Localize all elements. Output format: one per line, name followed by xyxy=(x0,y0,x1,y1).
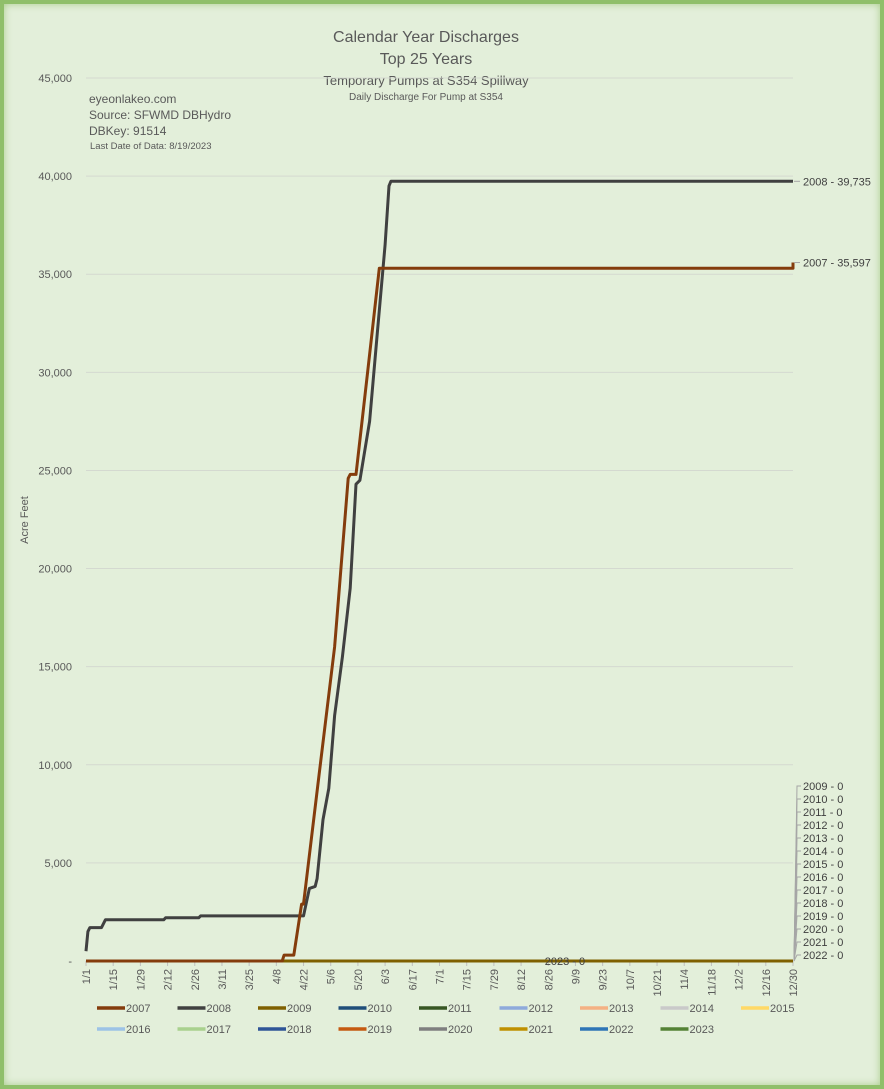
x-tick-label: 10/21 xyxy=(652,969,664,997)
chart: Calendar Year Discharges Top 25 Years Te… xyxy=(19,29,871,1036)
legend-label-2019[interactable]: 2019 xyxy=(368,1024,392,1036)
legend-label-2014[interactable]: 2014 xyxy=(690,1003,714,1015)
x-tick-label: 10/7 xyxy=(625,969,637,990)
end-label-2018: 2018 - 0 xyxy=(803,898,843,910)
x-tick-label: 12/2 xyxy=(734,969,746,990)
legend-label-2022[interactable]: 2022 xyxy=(609,1024,633,1036)
legend-label-2013[interactable]: 2013 xyxy=(609,1003,633,1015)
end-label-2016: 2016 - 0 xyxy=(803,872,843,884)
x-tick-label: 12/30 xyxy=(788,969,800,997)
y-tick-label: 25,000 xyxy=(38,465,72,477)
end-label-2014: 2014 - 0 xyxy=(803,846,843,858)
x-tick-label: 1/29 xyxy=(135,969,147,990)
legend-label-2008[interactable]: 2008 xyxy=(207,1003,231,1015)
chart-title-line2: Top 25 Years xyxy=(380,51,473,68)
legend-label-2015[interactable]: 2015 xyxy=(770,1003,794,1015)
chart-subtitle2: Daily Discharge For Pump at S354 xyxy=(349,92,503,103)
x-tick-label: 4/22 xyxy=(299,969,311,990)
chart-frame: Calendar Year Discharges Top 25 Years Te… xyxy=(4,4,880,1085)
end-label-leader xyxy=(793,928,801,962)
end-label-2008: 2008 - 39,735 xyxy=(803,176,871,188)
note-source: Source: SFWMD DBHydro xyxy=(89,108,231,122)
x-tick-label: 9/9 xyxy=(570,969,582,984)
y-tick-label: 30,000 xyxy=(38,367,72,379)
x-tick-label: 4/8 xyxy=(271,969,283,984)
end-label-2020: 2020 - 0 xyxy=(803,924,843,936)
y-tick-label: 35,000 xyxy=(38,269,72,281)
x-tick-label: 8/26 xyxy=(543,969,555,990)
x-tick-label: 3/11 xyxy=(217,969,229,990)
end-label-2012: 2012 - 0 xyxy=(803,820,843,832)
end-label-leader xyxy=(793,954,801,962)
x-tick-label: 7/1 xyxy=(435,969,447,984)
x-tick-label: 2/12 xyxy=(163,969,175,990)
y-axis-label: Acre Feet xyxy=(19,496,31,544)
end-label-2011: 2011 - 0 xyxy=(803,807,843,819)
end-label-leader xyxy=(793,941,801,962)
end-label-2022: 2022 - 0 xyxy=(803,950,843,962)
end-label-2019: 2019 - 0 xyxy=(803,911,843,923)
x-tick-label: 1/15 xyxy=(108,969,120,990)
y-tick-label: - xyxy=(68,956,72,968)
end-label-2010: 2010 - 0 xyxy=(803,794,843,806)
legend-label-2007[interactable]: 2007 xyxy=(126,1003,150,1015)
y-tick-label: 20,000 xyxy=(38,564,72,576)
end-label-2017: 2017 - 0 xyxy=(803,885,843,897)
x-tick-label: 3/25 xyxy=(244,969,256,990)
x-tick-label: 5/6 xyxy=(326,969,338,984)
x-tick-label: 11/18 xyxy=(706,969,718,996)
legend-label-2012[interactable]: 2012 xyxy=(529,1003,553,1015)
series-line-2007 xyxy=(86,262,795,963)
end-label-2009: 2009 - 0 xyxy=(803,781,843,793)
note-last-date: Last Date of Data: 8/19/2023 xyxy=(90,141,211,152)
legend-label-2009[interactable]: 2009 xyxy=(287,1003,311,1015)
y-tick-label: 40,000 xyxy=(38,171,72,183)
y-tick-label: 5,000 xyxy=(44,858,72,870)
legend-label-2018[interactable]: 2018 xyxy=(287,1024,311,1036)
x-tick-label: 11/4 xyxy=(679,969,691,990)
x-tick-label: 12/16 xyxy=(761,969,773,997)
x-tick-label: 1/1 xyxy=(81,969,93,984)
legend-label-2011[interactable]: 2011 xyxy=(448,1003,472,1015)
end-label-2015: 2015 - 0 xyxy=(803,859,843,871)
x-tick-label: 6/17 xyxy=(407,969,419,990)
x-tick-label: 7/15 xyxy=(462,969,474,990)
y-tick-label: 15,000 xyxy=(38,662,72,674)
chart-subtitle: Temporary Pumps at S354 Spillway xyxy=(323,73,529,88)
x-tick-label: 2/26 xyxy=(190,969,202,990)
note-dbkey: DBKey: 91514 xyxy=(89,124,167,138)
y-tick-label: 10,000 xyxy=(38,760,72,772)
end-label-2021: 2021 - 0 xyxy=(803,937,843,949)
legend-label-2020[interactable]: 2020 xyxy=(448,1024,472,1036)
end-label-2007: 2007 - 35,597 xyxy=(803,258,871,270)
series-line-2008 xyxy=(84,179,793,952)
x-tick-label: 5/20 xyxy=(353,969,365,990)
legend-label-2023[interactable]: 2023 xyxy=(690,1024,714,1036)
x-tick-label: 9/23 xyxy=(598,969,610,990)
legend-label-2021[interactable]: 2021 xyxy=(529,1024,553,1036)
end-label-2023: 2023 - 0 xyxy=(545,956,585,968)
legend-label-2010[interactable]: 2010 xyxy=(368,1003,392,1015)
legend-label-2016[interactable]: 2016 xyxy=(126,1024,150,1036)
legend-label-2017[interactable]: 2017 xyxy=(207,1024,231,1036)
x-tick-label: 8/12 xyxy=(516,969,528,990)
note-website: eyeonlakeo.com xyxy=(89,92,176,106)
x-tick-label: 6/3 xyxy=(380,969,392,984)
chart-title: Calendar Year Discharges xyxy=(333,29,519,46)
end-label-2013: 2013 - 0 xyxy=(803,833,843,845)
x-tick-label: 7/29 xyxy=(489,969,501,990)
y-tick-label: 45,000 xyxy=(38,73,72,85)
